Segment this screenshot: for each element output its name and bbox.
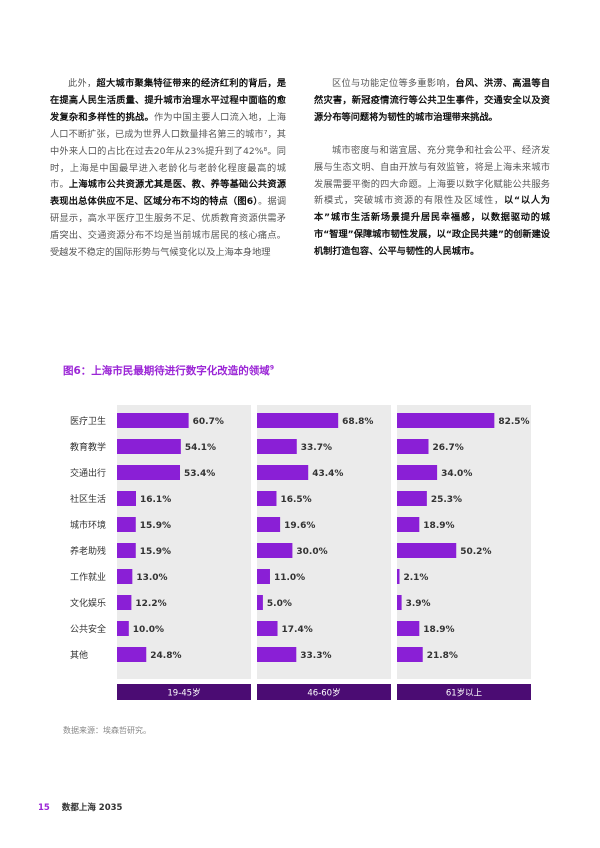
category-label: 城市环境 — [70, 519, 106, 531]
category-label: 教育教学 — [70, 441, 106, 453]
data-label: 54.1% — [185, 443, 216, 453]
chart-bar — [257, 413, 339, 428]
category-label: 社区生活 — [70, 493, 106, 505]
category-label: 交通出行 — [70, 467, 106, 479]
data-label: 33.3% — [300, 651, 331, 661]
category-label: 其他 — [70, 649, 88, 661]
chart-bar — [117, 595, 132, 610]
data-label: 19.6% — [284, 521, 315, 531]
chart-bar — [397, 569, 400, 584]
data-label: 82.5% — [498, 417, 529, 427]
chart-bar — [257, 647, 297, 662]
data-label: 17.4% — [282, 625, 313, 635]
data-label: 21.8% — [427, 651, 458, 661]
page-number: 15 — [38, 803, 50, 813]
text-run: 城市密度与和谐宜居、充分竞争和社会公平、经济发展与生态文明、自由开放与有效监管，… — [314, 144, 550, 207]
data-label: 15.9% — [140, 521, 171, 531]
data-label: 2.1% — [403, 573, 428, 583]
data-label: 24.8% — [150, 651, 181, 661]
chart-bar — [257, 517, 281, 532]
body-column-left: 此外，超大城市聚集特征带来的经济红利的背后，是在提高人民生活质量、提升城市治理水… — [50, 76, 286, 278]
chart-bar — [257, 491, 277, 506]
figure-title: 图6：上海市民最期待进行数字化改造的领域9 — [63, 364, 274, 378]
category-label: 工作就业 — [70, 571, 106, 583]
chart-bar — [397, 413, 495, 428]
data-label: 18.9% — [423, 521, 454, 531]
age-group-header — [397, 684, 531, 700]
chart-bar — [397, 491, 427, 506]
data-label: 11.0% — [274, 573, 305, 583]
chart-bar — [257, 543, 293, 558]
data-label: 26.7% — [433, 443, 464, 453]
age-group-label: 61岁以上 — [446, 688, 483, 699]
text-run: 区位与功能定位等多重影响， — [332, 78, 456, 89]
data-label: 34.0% — [441, 469, 472, 479]
data-label: 3.9% — [406, 599, 431, 609]
body-column-right: 区位与功能定位等多重影响，台风、洪涝、高温等自然灾害，新冠疫情流行等公共卫生事件… — [314, 76, 550, 277]
chart-bar — [117, 621, 129, 636]
data-label: 53.4% — [184, 469, 215, 479]
age-group-header — [117, 684, 251, 700]
data-label: 43.4% — [312, 469, 343, 479]
text-run: 作为中国主要人口流入地，上海人口不断扩张，已成为世界人口数量排名第三的城市⁷，其… — [50, 111, 287, 191]
bar-chart: 19-45岁 60.7% 54.1% 53.4% 16.1% 15.9% 15.9% 13.0… — [70, 405, 531, 700]
data-label: 60.7% — [193, 417, 224, 427]
chart-bar — [257, 439, 297, 454]
category-label: 文化娱乐 — [70, 597, 106, 609]
data-label: 50.2% — [460, 547, 491, 557]
age-group-header — [257, 684, 391, 700]
paragraph: 区位与功能定位等多重影响，台风、洪涝、高温等自然灾害，新冠疫情流行等公共卫生事件… — [314, 76, 550, 127]
bold-text: 台风、洪涝、高温等自然灾害，新冠疫情流行等公共卫生事件，交通安全以及资源分布等问… — [314, 78, 551, 123]
text-run: 此外， — [68, 78, 97, 89]
data-label: 30.0% — [296, 547, 327, 557]
category-label: 医疗卫生 — [70, 415, 106, 427]
chart-bar — [397, 517, 420, 532]
age-group-label: 46-60岁 — [307, 688, 340, 699]
paragraph: 此外，超大城市聚集特征带来的经济红利的背后，是在提高人民生活质量、提升城市治理水… — [50, 76, 286, 262]
category-label: 公共安全 — [70, 623, 106, 635]
data-label: 16.5% — [280, 495, 311, 505]
chart-bar — [397, 465, 438, 480]
data-label: 10.0% — [133, 625, 164, 635]
chart-bar — [397, 595, 402, 610]
chart-bar — [257, 621, 278, 636]
chart-bar — [117, 439, 181, 454]
chart-bar — [397, 647, 423, 662]
chart-bar — [117, 465, 181, 480]
data-label: 12.2% — [135, 599, 166, 609]
data-source: 数据来源：埃森哲研究。 — [63, 726, 151, 735]
chart-bar — [117, 413, 189, 428]
chart-bar — [117, 491, 136, 506]
bold-text: 超大城市聚集特征带来的经济红利的背后，是在提高人民生活质量、提升城市治理水平过程… — [50, 78, 287, 123]
data-label: 33.7% — [301, 443, 332, 453]
bold-text: 以“以人为本”城市生活新场景提升居民幸福感，以数据驱动的城市“智理”保障城市韧性… — [314, 195, 550, 258]
page-footer: 15 数都上海 2035 — [38, 801, 122, 813]
paragraph: 城市密度与和谐宜居、充分竞争和社会公平、经济发展与生态文明、自由开放与有效监管，… — [314, 143, 550, 261]
chart-bar — [117, 543, 136, 558]
chart-bar — [257, 595, 263, 610]
data-label: 68.8% — [342, 417, 373, 427]
chart-bar — [397, 439, 429, 454]
age-group-label: 19-45岁 — [167, 688, 200, 699]
data-label: 15.9% — [140, 547, 171, 557]
chart-bar — [117, 569, 133, 584]
data-label: 16.1% — [140, 495, 171, 505]
chart-bar — [117, 647, 147, 662]
publication-title: 数都上海 2035 — [61, 803, 123, 813]
data-label: 25.3% — [431, 495, 462, 505]
chart-bar — [257, 569, 270, 584]
category-label: 养老助残 — [70, 545, 106, 557]
bold-text: 上海城市公共资源尤其是医、教、养等基础公共资源表现出总体供应不足、区域分布不均的… — [50, 179, 287, 208]
chart-bar — [397, 621, 420, 636]
data-label: 5.0% — [267, 599, 292, 609]
text-run: 。据调研显示，高水平医疗卫生服务不足、优质教育资源供需矛盾突出、交通资源分布不均… — [50, 196, 287, 259]
chart-bar — [397, 543, 457, 558]
chart-bar — [117, 517, 136, 532]
data-label: 13.0% — [136, 573, 167, 583]
data-label: 18.9% — [423, 625, 454, 635]
chart-bar — [257, 465, 309, 480]
